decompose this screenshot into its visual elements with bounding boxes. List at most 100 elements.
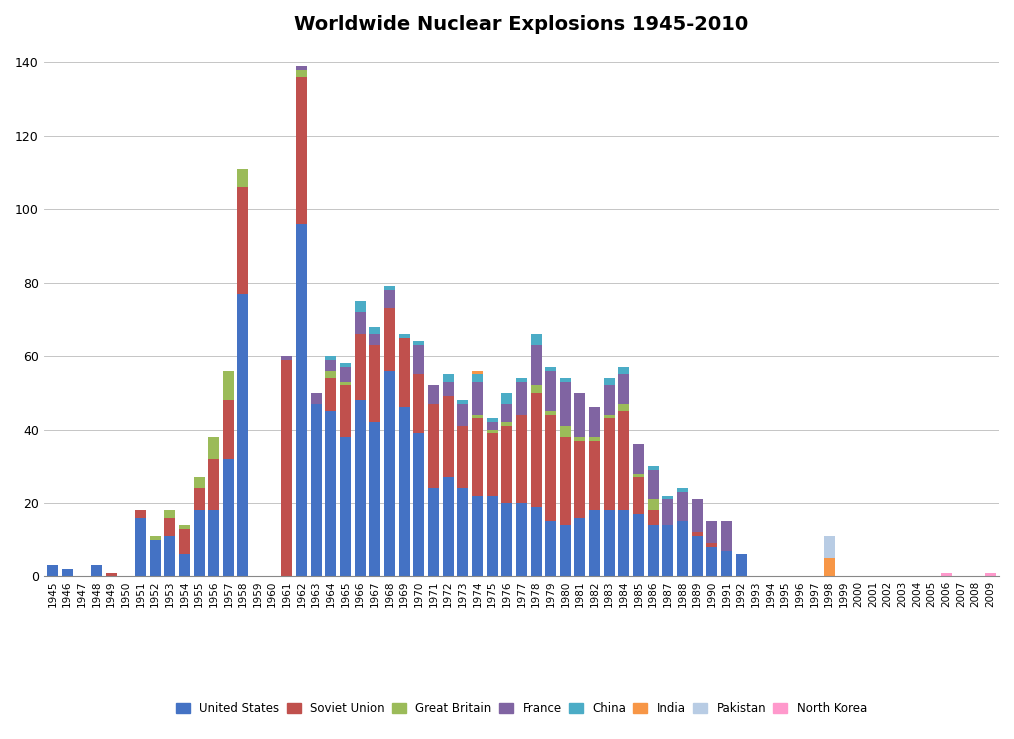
Bar: [194, 477, 205, 488]
Bar: [603, 418, 614, 511]
Bar: [355, 301, 366, 312]
Bar: [648, 466, 659, 470]
Bar: [472, 371, 483, 375]
Bar: [721, 551, 732, 576]
Bar: [530, 393, 541, 507]
Bar: [178, 525, 190, 528]
Bar: [487, 418, 498, 422]
Bar: [589, 407, 600, 437]
Bar: [707, 547, 717, 576]
Bar: [208, 459, 219, 511]
Bar: [325, 356, 337, 360]
Bar: [677, 521, 689, 576]
Bar: [516, 382, 527, 415]
Bar: [633, 444, 644, 474]
Bar: [208, 511, 219, 576]
Bar: [560, 426, 571, 437]
Bar: [369, 345, 380, 422]
Bar: [530, 386, 541, 393]
Bar: [575, 517, 585, 576]
Bar: [369, 334, 380, 345]
Bar: [603, 511, 614, 576]
Bar: [662, 500, 673, 525]
Bar: [530, 507, 541, 576]
Bar: [472, 375, 483, 382]
Bar: [707, 521, 717, 543]
Bar: [560, 378, 571, 382]
Bar: [150, 539, 160, 576]
Bar: [633, 477, 644, 514]
Bar: [516, 503, 527, 576]
Bar: [662, 525, 673, 576]
Legend: United States, Soviet Union, Great Britain, France, China, India, Pakistan, Nort: United States, Soviet Union, Great Brita…: [171, 697, 872, 720]
Bar: [472, 415, 483, 418]
Bar: [662, 496, 673, 500]
Bar: [340, 364, 351, 367]
Bar: [633, 474, 644, 477]
Bar: [619, 411, 630, 511]
Bar: [384, 308, 395, 371]
Bar: [237, 293, 248, 576]
Bar: [487, 422, 498, 429]
Bar: [296, 77, 307, 224]
Bar: [985, 573, 996, 576]
Bar: [325, 360, 337, 371]
Bar: [487, 496, 498, 576]
Bar: [692, 500, 703, 532]
Bar: [340, 367, 351, 382]
Bar: [457, 426, 468, 488]
Bar: [707, 543, 717, 547]
Bar: [472, 382, 483, 415]
Bar: [384, 290, 395, 308]
Bar: [530, 334, 541, 345]
Bar: [546, 415, 556, 521]
Bar: [603, 386, 614, 415]
Bar: [619, 403, 630, 411]
Bar: [178, 554, 190, 576]
Bar: [355, 400, 366, 576]
Bar: [501, 426, 512, 503]
Bar: [414, 345, 424, 375]
Bar: [487, 433, 498, 496]
Bar: [223, 459, 234, 576]
Bar: [164, 536, 175, 576]
Bar: [560, 437, 571, 525]
Bar: [648, 500, 659, 511]
Bar: [414, 341, 424, 345]
Bar: [414, 433, 424, 576]
Bar: [105, 573, 117, 576]
Bar: [237, 168, 248, 187]
Bar: [472, 496, 483, 576]
Bar: [150, 536, 160, 539]
Bar: [648, 470, 659, 500]
Bar: [428, 386, 439, 403]
Bar: [823, 536, 835, 558]
Bar: [355, 334, 366, 400]
Bar: [546, 521, 556, 576]
Bar: [516, 378, 527, 382]
Bar: [589, 437, 600, 440]
Bar: [546, 371, 556, 411]
Bar: [399, 338, 410, 407]
Bar: [47, 565, 58, 576]
Bar: [428, 488, 439, 576]
Bar: [399, 334, 410, 338]
Bar: [325, 411, 337, 576]
Bar: [369, 327, 380, 334]
Bar: [619, 367, 630, 375]
Bar: [516, 415, 527, 503]
Bar: [589, 440, 600, 511]
Bar: [296, 69, 307, 77]
Bar: [560, 382, 571, 426]
Bar: [384, 286, 395, 290]
Bar: [501, 403, 512, 422]
Bar: [443, 375, 453, 382]
Bar: [472, 418, 483, 496]
Bar: [340, 382, 351, 386]
Bar: [443, 477, 453, 576]
Bar: [487, 429, 498, 433]
Bar: [223, 400, 234, 459]
Bar: [633, 514, 644, 576]
Bar: [296, 66, 307, 69]
Bar: [178, 528, 190, 554]
